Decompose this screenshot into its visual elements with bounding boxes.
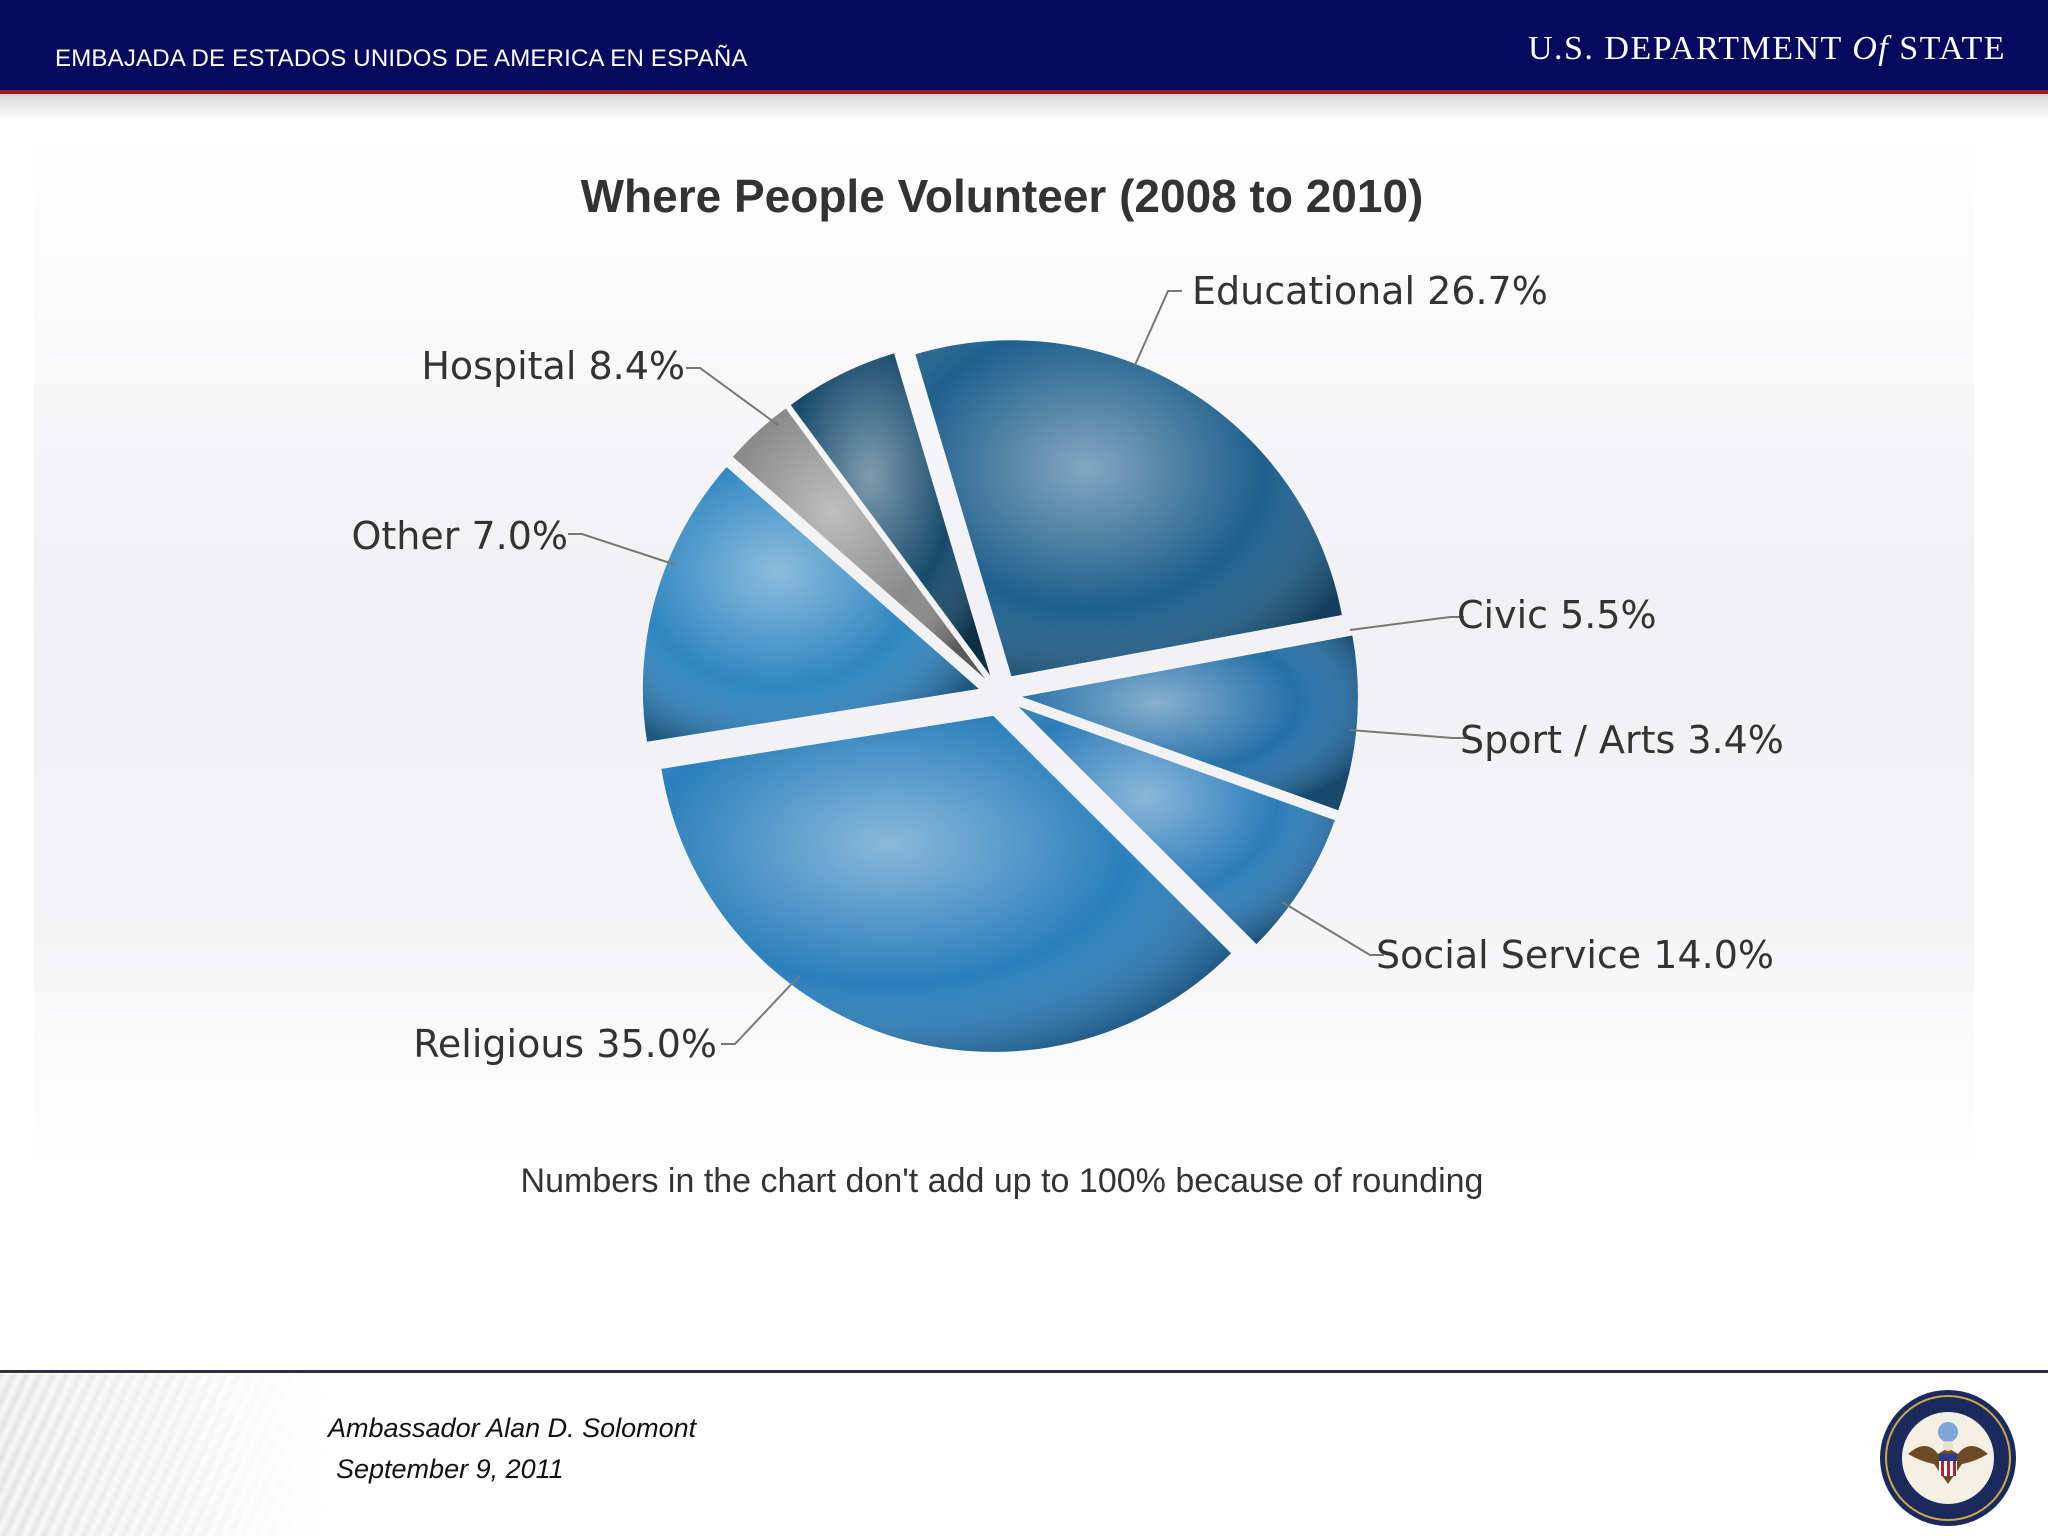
slice-label-1: Civic 5.5% (1457, 593, 1657, 637)
slice-label-6: Hospital 8.4% (421, 344, 685, 388)
leader-line-5 (568, 533, 677, 566)
rounding-note: Numbers in the chart don't add up to 100… (521, 1162, 1484, 1200)
department-text-pre: U.S. DEPARTMENT (1527, 30, 1853, 67)
header-accent-line (0, 90, 2048, 94)
leader-line-6 (686, 367, 779, 426)
department-logo-text: U.S. DEPARTMENT Of STATE (1528, 30, 2006, 68)
department-text-of: Of (1852, 30, 1890, 67)
slice-label-2: Sport / Arts 3.4% (1460, 718, 1784, 762)
header-bar: EMBAJADA DE ESTADOS UNIDOS DE AMERICA EN… (0, 0, 2048, 90)
leader-line-0 (1134, 290, 1182, 366)
leader-line-1 (1349, 616, 1464, 631)
department-text-post: STATE (1889, 30, 2006, 67)
pie-slices (642, 340, 1358, 1052)
pie-slice-shade-3 (642, 466, 979, 742)
presentation-date: September 9, 2011 (336, 1454, 564, 1484)
pie-leader-lines (568, 290, 1467, 1045)
leader-line-2 (1349, 729, 1467, 739)
department-of-state-seal-icon (1880, 1390, 2016, 1526)
pie-labels: Educational 26.7% Civic 5.5% Sport / Arts … (351, 269, 1783, 1066)
chart-title: Where People Volunteer (2008 to 2010) (581, 170, 1424, 222)
pie-slice-shade-6 (1021, 635, 1358, 811)
footer-decoration (0, 1374, 330, 1536)
pie-slice-shade-0 (915, 340, 1342, 677)
slice-label-3: Social Service 14.0% (1376, 933, 1774, 977)
pie-slice-shade-1 (790, 353, 991, 676)
slice-label-0: Educational 26.7% (1192, 269, 1548, 313)
pie-chart: Where People Volunteer (2008 to 2010) Ed… (351, 170, 1783, 1200)
embassy-title: EMBAJADA DE ESTADOS UNIDOS DE AMERICA EN… (55, 45, 748, 72)
leader-line-4 (721, 974, 801, 1045)
footer-line (0, 1370, 2048, 1373)
pie-slice-shade-5 (1018, 706, 1335, 945)
slice-label-4: Religious 35.0% (413, 1022, 717, 1066)
presenter-name: Ambassador Alan D. Solomont (328, 1413, 697, 1443)
slice-label-5: Other 7.0% (351, 514, 568, 558)
pie-slice-shade-2 (732, 408, 986, 679)
header-shadow (0, 94, 2048, 120)
pie-slice-shade-4 (661, 715, 1232, 1052)
leader-line-3 (1281, 901, 1384, 956)
